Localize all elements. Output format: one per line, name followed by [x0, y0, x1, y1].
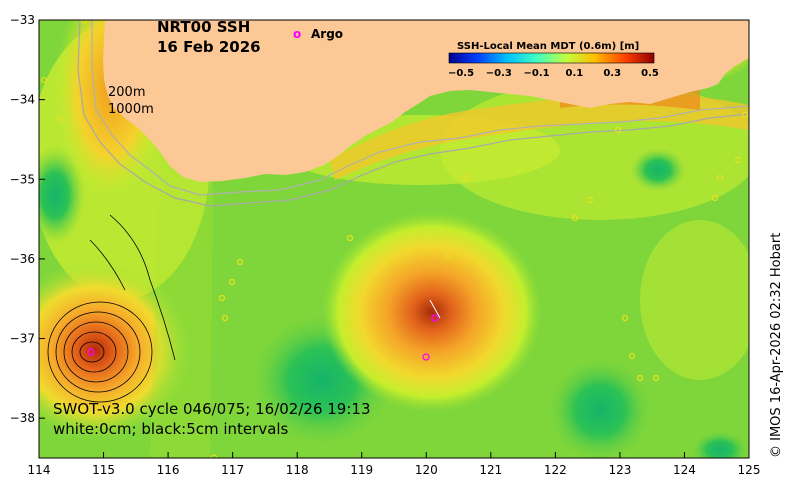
contour-interval-note: white:0cm; black:5cm intervals	[53, 420, 289, 438]
black-contours	[47, 214, 176, 403]
x-tick-label: 125	[738, 463, 761, 477]
warm-eddy-east	[322, 212, 542, 412]
warm-eddy-west	[39, 260, 190, 440]
colorbar-title: SSH-Local Mean MDT (0.6m) [m]	[457, 41, 639, 52]
x-tick-label: 115	[92, 463, 115, 477]
colorbar-tick-label: −0.3	[486, 68, 512, 79]
y-tick-label: −37	[10, 332, 35, 346]
colorbar	[448, 52, 655, 64]
x-axis-ticks: 114 115 116 117 118 119 120 121 122 123 124 125	[28, 452, 761, 477]
argo-floats	[87, 314, 439, 361]
x-tick-label: 116	[157, 463, 180, 477]
y-tick-label: −33	[10, 13, 35, 27]
x-tick-label: 124	[673, 463, 696, 477]
imos-credit: © IMOS 16-Apr-2026 02:32 Hobart	[769, 233, 784, 458]
x-tick-label: 121	[479, 463, 502, 477]
title-line2: 16 Feb 2026	[157, 38, 261, 56]
x-tick-label: 117	[221, 463, 244, 477]
x-tick-label: 123	[608, 463, 631, 477]
isobath-label-200m: 200m	[108, 85, 145, 100]
colorbar-tick-label: −0.1	[524, 68, 550, 79]
x-tick-label: 119	[350, 463, 373, 477]
title-line1: NRT00 SSH	[157, 18, 250, 36]
y-tick-label: −36	[10, 252, 35, 266]
argo-label: Argo	[311, 27, 343, 41]
x-tick-label: 120	[415, 463, 438, 477]
isobath-label-1000m: 1000m	[108, 102, 154, 117]
y-tick-label: −35	[10, 172, 35, 186]
colorbar-tick-label: −0.5	[448, 68, 474, 79]
y-tick-label: −38	[10, 411, 35, 425]
x-tick-label: 118	[286, 463, 309, 477]
swot-cycle-annotation: SWOT-v3.0 cycle 046/075; 16/02/26 19:13	[53, 400, 371, 418]
x-tick-label: 122	[544, 463, 567, 477]
y-tick-label: −34	[10, 93, 35, 107]
argo-symbol: o	[293, 27, 301, 41]
y-axis-ticks: −33 −34 −35 −36 −37 −38	[10, 13, 45, 425]
colorbar-tick-label: 0.5	[641, 68, 659, 79]
colorbar-ticks: −0.5 −0.3 −0.1 0.1 0.3 0.5	[448, 68, 659, 79]
x-tick-label: 114	[28, 463, 51, 477]
colorbar-tick-label: 0.1	[566, 68, 584, 79]
colorbar-tick-label: 0.3	[603, 68, 621, 79]
plot-border	[38, 19, 750, 459]
